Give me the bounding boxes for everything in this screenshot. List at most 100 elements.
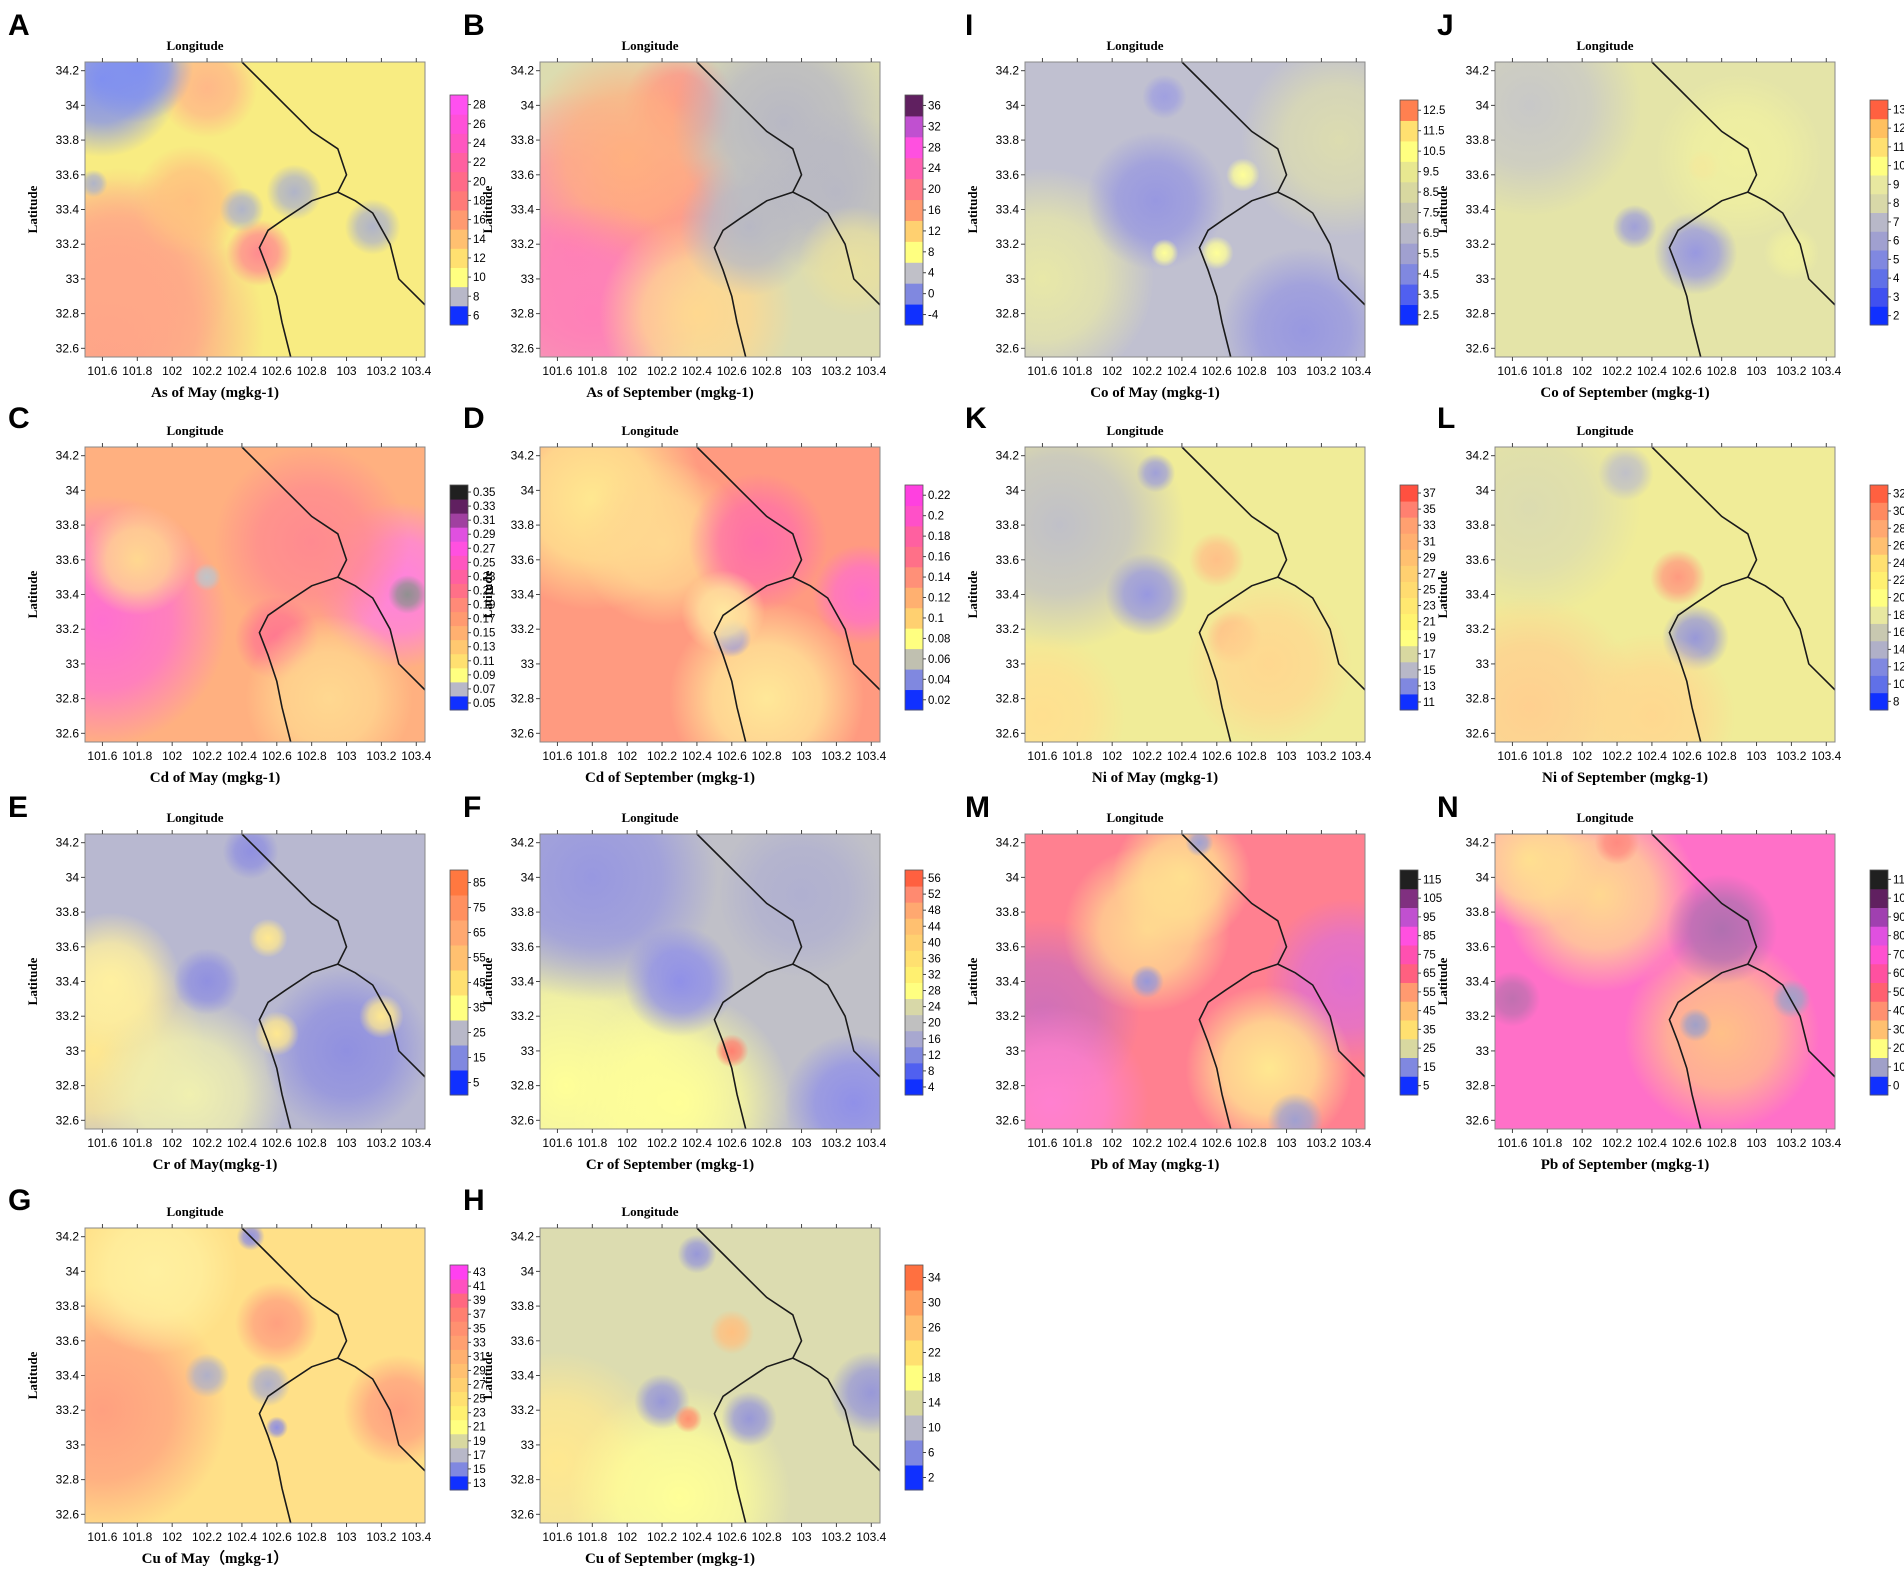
colorbar-swatch <box>1400 161 1418 183</box>
y-tick-label: 32.8 <box>56 307 80 321</box>
colorbar-swatch <box>450 583 468 598</box>
colorbar-tick-label: 6 <box>473 310 479 322</box>
contour-region <box>245 1361 291 1407</box>
x-tick-label: 103.4 <box>401 749 431 763</box>
colorbar-swatch <box>1400 222 1418 244</box>
colorbar-frame <box>1399 869 1419 1096</box>
colorbar-swatch <box>1870 156 1888 176</box>
colorbar-tick-label: 39 <box>473 1295 486 1307</box>
colorbar-tick-label: 55 <box>1423 987 1436 999</box>
colorbar-tick-label: 20 <box>928 1018 941 1030</box>
contour-region <box>709 1309 755 1355</box>
colorbar-swatch <box>1400 597 1418 615</box>
chart-title: Cu of May（mgkg-1） <box>142 1549 289 1567</box>
chart-panel-e: 101.6 101.8 102 102.2 102.4 102.6 102.8 103 103.… <box>8 791 486 1173</box>
x-tick-label: 102.6 <box>262 1136 292 1150</box>
colorbar-swatch <box>905 178 923 201</box>
x-tick-label: 103.2 <box>821 364 851 378</box>
y-tick-label: 32.8 <box>1466 1079 1490 1093</box>
contour-region <box>92 997 288 1129</box>
colorbar-swatch <box>1870 118 1888 138</box>
chart-panel-d: 101.6 101.8 102 102.2 102.4 102.6 102.8 103 103.… <box>463 402 951 786</box>
colorbar-tick-label: 6 <box>928 1448 934 1460</box>
contour-region <box>1678 1008 1713 1042</box>
colorbar-swatch <box>905 220 923 242</box>
colorbar-swatch <box>1870 1001 1888 1021</box>
colorbar-swatch <box>450 1279 468 1294</box>
x-tick-label: 103.2 <box>366 749 396 763</box>
colorbar-tick-label: 0.06 <box>928 654 950 666</box>
colorbar-tick-label: 0.27 <box>473 543 495 555</box>
x-tick-label: 102.4 <box>682 749 712 763</box>
x-tick-label: 102.4 <box>1637 364 1667 378</box>
colorbar-swatch <box>1870 907 1888 927</box>
colorbar-tick-label: 7 <box>1893 217 1899 229</box>
x-tick-label: 102.2 <box>1602 749 1632 763</box>
colorbar-tick-label: 0.29 <box>473 529 495 541</box>
x-tick-label: 102 <box>1102 1136 1122 1150</box>
river-line <box>241 1228 425 1472</box>
y-tick-label: 32.6 <box>56 341 80 355</box>
contour-region <box>1025 1005 1149 1129</box>
contour-region <box>1150 239 1179 267</box>
colorbar-tick-label: 25 <box>1423 1043 1436 1055</box>
y-tick-label: 33.2 <box>56 622 80 636</box>
y-tick-label: 33.6 <box>56 553 80 567</box>
chart-panel-k: 101.6 101.8 102 102.2 102.4 102.6 102.8 103 103.… <box>965 402 1436 786</box>
contour-region <box>1612 204 1657 250</box>
x-tick-label: 102.8 <box>1237 749 1267 763</box>
contour-region <box>1267 1092 1324 1129</box>
contour-region <box>812 544 880 645</box>
colorbar-tick-label: 115 <box>1423 874 1441 886</box>
y-tick-label: 33.4 <box>1466 975 1490 989</box>
colorbar-swatch <box>450 485 468 500</box>
colorbar-swatch <box>450 499 468 514</box>
colorbar-swatch <box>1870 519 1888 538</box>
colorbar-tick-label: 19 <box>473 1436 486 1448</box>
colorbar-tick-label: 23 <box>1423 601 1436 613</box>
contour-region <box>784 1033 880 1129</box>
x-tick-label: 102.6 <box>717 749 747 763</box>
y-tick-label: 33.2 <box>511 1009 535 1023</box>
colorbar-tick-label: 0.08 <box>928 633 950 645</box>
colorbar-swatch <box>450 1419 468 1435</box>
colorbar-tick-label: 11 <box>1893 142 1904 154</box>
y-tick-label: 33.4 <box>56 588 80 602</box>
colorbar-swatch <box>450 870 468 896</box>
colorbar-swatch <box>450 541 468 556</box>
colorbar-tick-label: 30 <box>1893 506 1904 518</box>
colorbar-swatch <box>1870 268 1888 288</box>
colorbar-tick-label: 20 <box>1893 1043 1904 1055</box>
x-tick-label: 103.2 <box>1306 364 1336 378</box>
colorbar-swatch <box>450 995 468 1021</box>
contour-region <box>829 1351 880 1435</box>
colorbar-tick-label: 10 <box>1893 161 1904 173</box>
x-tick-label: 102.6 <box>1202 749 1232 763</box>
colorbar-swatch <box>905 1340 923 1366</box>
colorbar-tick-label: 30 <box>928 1298 941 1310</box>
y-axis-label: Latitude <box>25 1351 40 1399</box>
y-tick-label: 33 <box>521 272 535 286</box>
y-tick-label: 33 <box>1476 657 1490 671</box>
x-axis-top-label: Longitude <box>1106 423 1163 438</box>
colorbar-tick-label: 0.35 <box>473 487 495 499</box>
x-tick-label: 102 <box>1102 749 1122 763</box>
x-tick-label: 103 <box>337 1530 357 1544</box>
x-tick-label: 102.4 <box>1167 364 1197 378</box>
colorbar-tick-label: 105 <box>1423 893 1442 905</box>
panel-letter: L <box>1437 402 1455 435</box>
contour-region <box>567 991 792 1129</box>
y-axis-label: Latitude <box>965 957 980 1005</box>
colorbar-tick-label: 19 <box>1423 633 1436 645</box>
contour-region <box>248 918 288 958</box>
y-tick-label: 34.2 <box>56 64 80 78</box>
y-tick-label: 32.6 <box>511 1507 535 1521</box>
y-tick-label: 33.8 <box>511 518 535 532</box>
colorbar-swatch <box>1870 137 1888 157</box>
colorbar-tick-label: 28 <box>928 142 941 154</box>
contour-region <box>254 1011 300 1056</box>
colorbar-swatch <box>1870 692 1888 711</box>
x-tick-label: 103.4 <box>401 1136 431 1150</box>
y-axis-label: Latitude <box>1435 957 1450 1005</box>
colorbar-tick-label: 8 <box>928 247 934 259</box>
